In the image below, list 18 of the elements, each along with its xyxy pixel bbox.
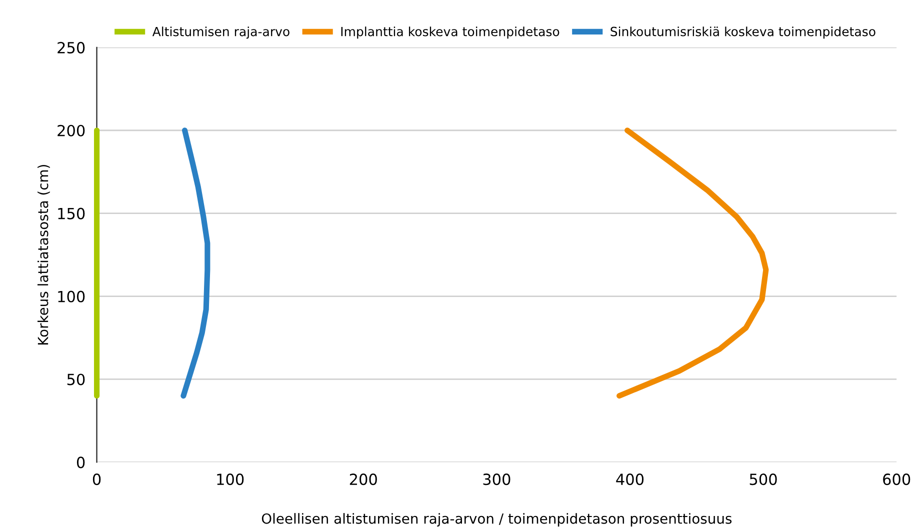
x-axis-title: Oleellisen altistumisen raja-arvon / toimenpidetason prosenttiosuus (262, 513, 732, 527)
x-tick-label: 500 (750, 474, 777, 486)
legend-label: Implanttia koskeva toimenpidetaso (341, 26, 560, 39)
x-tick-label: 100 (217, 474, 244, 486)
legend-label: Sinkoutumisriskiä koskeva toimenpidetaso (610, 26, 876, 39)
y-tick-label: 250 (58, 42, 85, 54)
y-tick-label: 100 (58, 290, 85, 302)
x-tick-label: 0 (92, 474, 101, 486)
y-tick-label: 150 (58, 208, 85, 220)
x-tick-label: 400 (616, 474, 644, 486)
legend-label: Altistumisen raja-arvo (152, 26, 290, 39)
x-tick-label: 300 (483, 474, 510, 486)
y-tick-label: 0 (76, 456, 85, 468)
y-tick-label: 50 (67, 374, 85, 386)
y-tick-label: 200 (58, 124, 85, 136)
y-axis-title: Korkeus lattiatasosta (cm) (38, 164, 50, 344)
x-tick-label: 600 (883, 474, 910, 486)
x-tick-label: 200 (350, 474, 377, 486)
